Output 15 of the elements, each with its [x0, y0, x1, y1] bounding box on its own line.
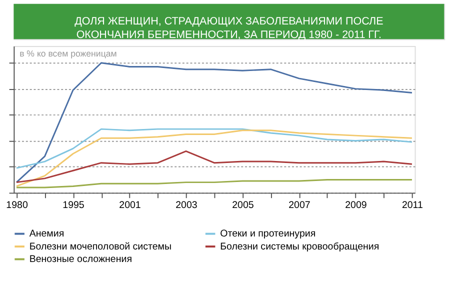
x-tick-label: 2003: [176, 200, 198, 211]
legend-label: Отеки и протеинурия: [220, 228, 316, 240]
x-tick-label: 2001: [119, 200, 141, 211]
x-tick-label: 1980: [6, 200, 28, 211]
x-tick-label: 1995: [62, 200, 85, 211]
legend-label: Болезни мочеполовой системы: [29, 241, 172, 252]
x-tick-label: 2009: [345, 200, 367, 211]
x-tick-label: 2005: [232, 200, 254, 211]
chart-subtitle: в % ко всем роженицам: [20, 48, 117, 59]
chart-title: ДОЛЯ ЖЕНЩИН, СТРАДАЮЩИХ ЗАБОЛЕВАНИЯМИ ПОСЛЕ ОКОНЧАНИЯ БЕРЕМЕННОСТИ, ЗА ПЕРИОД 1980 - 2011 ГГ.: [74, 15, 384, 42]
legend-label: Болезни системы кровообращения: [220, 241, 380, 252]
x-tick-label: 2007: [288, 200, 310, 211]
legend-label: Венозные осложнения: [29, 254, 132, 266]
x-tick-label: 2011: [402, 200, 423, 211]
legend-label: Анемия: [29, 228, 64, 240]
